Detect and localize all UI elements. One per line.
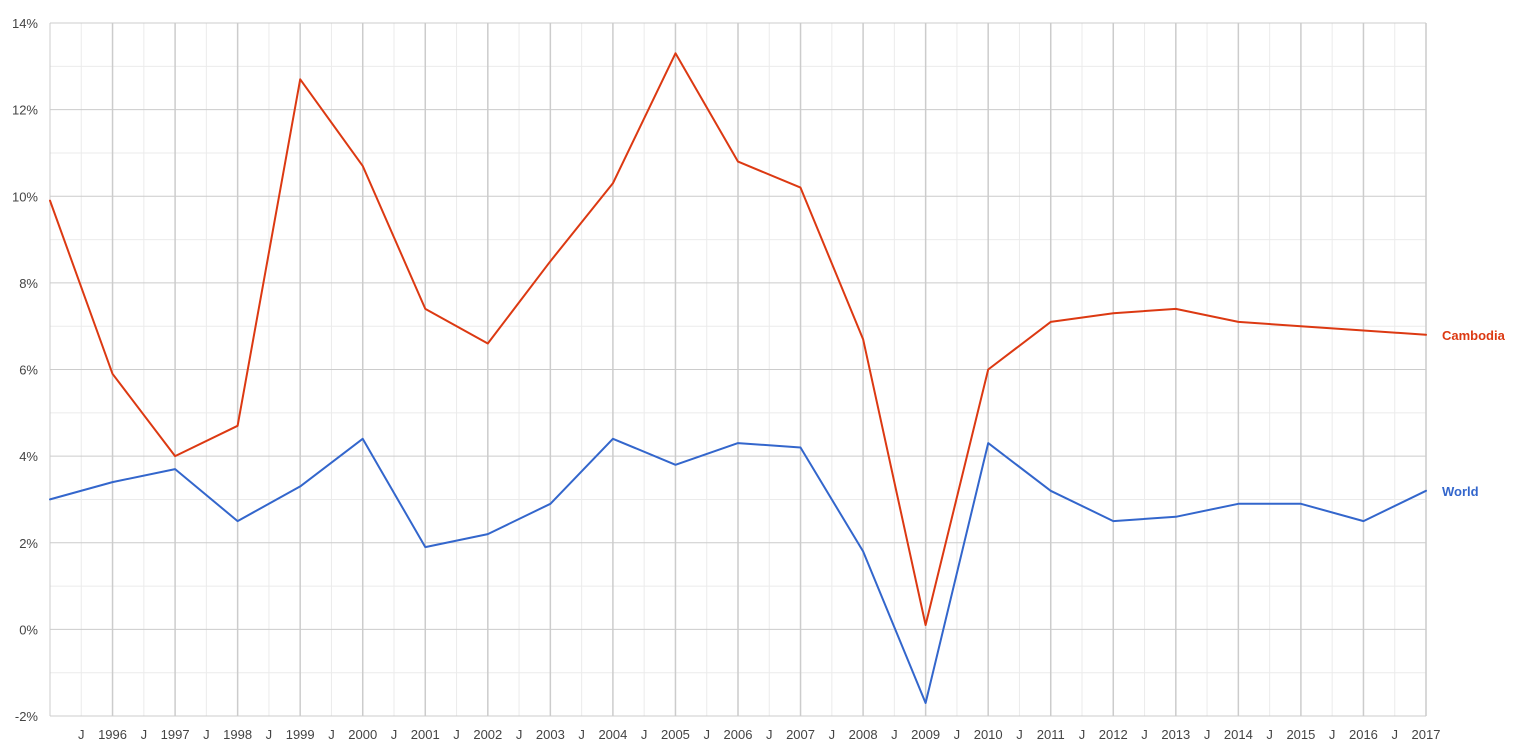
x-tick-label: 2013 [1161, 727, 1190, 742]
y-tick-label: 12% [12, 103, 38, 118]
x-mid-tick-label: J [1391, 727, 1398, 742]
x-tick-label: 2015 [1286, 727, 1315, 742]
x-mid-tick-label: J [1329, 727, 1336, 742]
x-tick-label: 2006 [724, 727, 753, 742]
x-tick-label: 2014 [1224, 727, 1253, 742]
x-mid-tick-label: J [766, 727, 773, 742]
x-tick-label: 2008 [849, 727, 878, 742]
y-axis-tick-labels: -2% 0% 2% 4% 6% 8% 10% 12% 14% [12, 16, 38, 724]
y-tick-label: 4% [19, 449, 38, 464]
x-tick-label: 2007 [786, 727, 815, 742]
y-tick-label: 6% [19, 363, 38, 378]
x-tick-label: 1997 [161, 727, 190, 742]
x-mid-tick-label: J [954, 727, 961, 742]
x-tick-label: 1996 [98, 727, 127, 742]
x-tick-label: 2005 [661, 727, 690, 742]
x-mid-tick-label: J [1204, 727, 1211, 742]
x-axis-tick-labels: 1996 1997 1998 1999 2000 2001 2002 2003 2004 2005… [78, 727, 1440, 742]
x-tick-label: 2003 [536, 727, 565, 742]
x-tick-label: 2016 [1349, 727, 1378, 742]
x-mid-tick-label: J [78, 727, 85, 742]
series-labels: Cambodia World [1442, 328, 1506, 499]
x-mid-tick-label: J [1266, 727, 1273, 742]
x-mid-tick-label: J [703, 727, 710, 742]
x-tick-label: 2012 [1099, 727, 1128, 742]
x-tick-label: 1998 [223, 727, 252, 742]
x-mid-tick-label: J [829, 727, 836, 742]
x-tick-label: 1999 [286, 727, 315, 742]
series-lines [49, 52, 1427, 704]
x-mid-tick-label: J [1016, 727, 1023, 742]
y-tick-label: 14% [12, 16, 38, 31]
x-tick-label: 2004 [598, 727, 627, 742]
x-tick-label: 2017 [1412, 727, 1441, 742]
series-line-world [49, 437, 1427, 704]
x-tick-label: 2000 [348, 727, 377, 742]
y-tick-label: 10% [12, 189, 38, 204]
x-mid-tick-label: J [141, 727, 148, 742]
x-mid-tick-label: J [391, 727, 398, 742]
x-mid-tick-label: J [1079, 727, 1086, 742]
x-mid-tick-label: J [641, 727, 648, 742]
y-tick-label: 8% [19, 276, 38, 291]
y-tick-label: -2% [15, 709, 39, 724]
series-label-world: World [1442, 484, 1479, 499]
major-gridlines [49, 22, 1427, 717]
x-tick-label: 2011 [1037, 727, 1065, 742]
x-tick-label: 2009 [911, 727, 940, 742]
x-mid-tick-label: J [891, 727, 898, 742]
x-mid-tick-label: J [453, 727, 460, 742]
x-tick-label: 2010 [974, 727, 1003, 742]
x-mid-tick-label: J [516, 727, 523, 742]
x-mid-tick-label: J [328, 727, 335, 742]
x-mid-tick-label: J [1141, 727, 1148, 742]
series-label-cambodia: Cambodia [1442, 328, 1506, 343]
x-mid-tick-label: J [266, 727, 273, 742]
x-tick-label: 2001 [411, 727, 440, 742]
y-tick-label: 0% [19, 622, 38, 637]
x-mid-tick-label: J [203, 727, 210, 742]
x-mid-tick-label: J [578, 727, 585, 742]
x-tick-label: 2002 [473, 727, 502, 742]
y-tick-label: 2% [19, 536, 38, 551]
